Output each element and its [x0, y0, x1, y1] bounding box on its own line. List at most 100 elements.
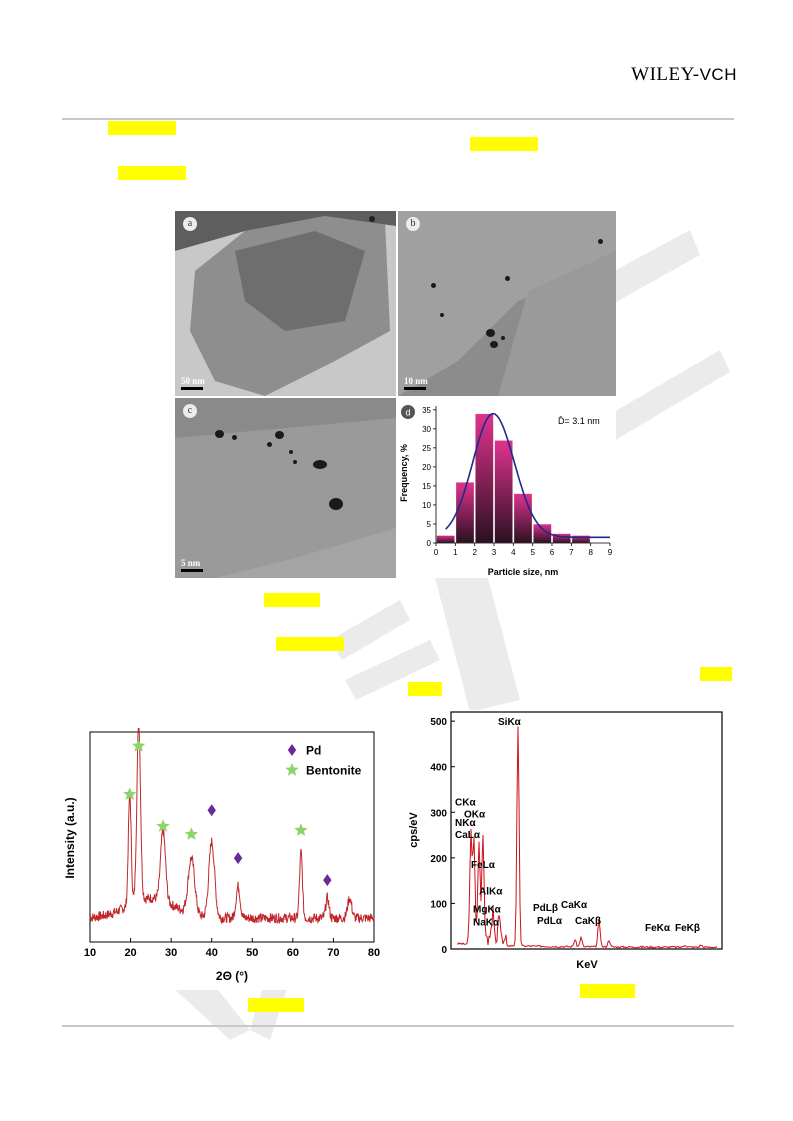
- header-rule: [62, 118, 734, 120]
- pd-marker: [323, 874, 332, 887]
- x-tick-label: 5: [530, 548, 535, 557]
- tem-panel-a: a 50 nm: [175, 211, 396, 396]
- particle-size-histogram: d 0 5 10 15 20 25 30 35 0 1 2 3 4 5 6 7 8 9 D̄= 3.1 nm Pa…: [398, 398, 616, 578]
- pd-marker: [233, 852, 243, 865]
- scale-bar: 10 nm: [404, 376, 428, 390]
- panel-label: a: [183, 217, 197, 231]
- peak-label: OKα: [464, 810, 486, 821]
- eds-x-label: KeV: [576, 959, 598, 971]
- legend-bentonite-icon: [285, 763, 299, 776]
- footer-rule: [62, 1025, 734, 1027]
- legend-label: Pd: [306, 744, 321, 758]
- y-tick-label: 35: [422, 406, 431, 415]
- highlight-mark: [264, 593, 320, 607]
- peak-label: PdLβ: [533, 903, 558, 914]
- x-tick-label: 40: [206, 947, 218, 959]
- xrd-pattern-chart: 10 20 30 40 50 60 70 80 Pd Bentonite 2Θ (°) Inte…: [60, 728, 385, 990]
- bentonite-marker: [184, 827, 199, 840]
- nanoparticle: [289, 450, 293, 454]
- peak-label: CaLα: [455, 830, 481, 841]
- nanoparticle: [267, 442, 272, 447]
- y-tick-label: 0: [427, 539, 432, 548]
- peak-label: FeKα: [645, 923, 671, 934]
- nanoparticle: [293, 460, 297, 464]
- x-tick-label: 6: [550, 548, 555, 557]
- publisher-logo: WILEY-VCH: [631, 64, 737, 85]
- histogram-bar: [474, 413, 494, 544]
- highlight-mark: [470, 137, 538, 151]
- xrd-x-label: 2Θ (°): [216, 969, 248, 983]
- eds-line: [456, 726, 718, 949]
- x-tick-label: 7: [569, 548, 574, 557]
- peak-label: CKα: [455, 797, 476, 808]
- x-tick-label: 50: [246, 947, 258, 959]
- peak-label: MgKα: [473, 905, 502, 916]
- x-tick-label: 0: [434, 548, 439, 557]
- scale-bar: 5 nm: [181, 558, 203, 572]
- histogram-bar: [513, 493, 533, 544]
- nanoparticle: [598, 239, 603, 244]
- legend-pd-icon: [287, 744, 297, 756]
- x-tick-label: 70: [327, 947, 339, 959]
- peak-label: NaKα: [473, 917, 500, 928]
- y-tick-label: 15: [422, 482, 431, 491]
- xrd-y-label: Intensity (a.u.): [63, 797, 77, 878]
- eds-y-label: cps/eV: [408, 812, 420, 848]
- y-tick-label: 400: [430, 763, 447, 774]
- y-tick-label: 0: [441, 945, 447, 956]
- bentonite-marker: [123, 787, 137, 800]
- scale-bar: 50 nm: [181, 376, 205, 390]
- histogram-bar: [494, 439, 514, 544]
- peak-label: NKα: [455, 818, 476, 829]
- highlight-mark: [108, 121, 176, 135]
- x-tick-label: 2: [472, 548, 477, 557]
- x-tick-label: 20: [124, 947, 136, 959]
- x-tick-label: 1: [453, 548, 458, 557]
- panel-label: b: [406, 217, 420, 231]
- x-tick-label: 8: [588, 548, 593, 557]
- bentonite-marker: [294, 823, 308, 836]
- highlight-mark: [580, 984, 635, 998]
- nanoparticle: [275, 431, 284, 439]
- histogram-x-label: Particle size, nm: [488, 567, 559, 577]
- y-tick-label: 10: [422, 501, 431, 510]
- y-tick-label: 500: [430, 717, 447, 728]
- x-tick-label: 9: [608, 548, 613, 557]
- panel-label: d: [405, 408, 410, 418]
- peak-label: FeKβ: [675, 923, 700, 934]
- peak-label: PdLα: [537, 916, 563, 927]
- nanoparticle: [440, 313, 444, 317]
- x-tick-label: 10: [84, 947, 96, 959]
- peak-label: CaKα: [561, 900, 588, 911]
- highlight-mark: [408, 682, 442, 696]
- bentonite-marker: [156, 819, 170, 832]
- highlight-mark: [118, 166, 186, 180]
- y-tick-label: 20: [422, 463, 431, 472]
- bentonite-marker: [132, 739, 146, 752]
- panel-label: c: [183, 404, 197, 418]
- x-tick-label: 3: [492, 548, 497, 557]
- nanoparticle: [505, 276, 510, 281]
- pd-marker: [207, 804, 216, 817]
- fitted-curve: [445, 412, 610, 539]
- peak-label: AlKα: [479, 886, 503, 897]
- y-tick-label: 100: [430, 899, 447, 910]
- peak-label: SiKα: [498, 717, 522, 728]
- histogram-y-label: Frequency, %: [399, 444, 409, 502]
- highlight-mark: [276, 637, 344, 651]
- y-tick-label: 30: [422, 425, 431, 434]
- tem-panel-c: c 5 nm: [175, 398, 396, 578]
- y-tick-label: 25: [422, 444, 431, 453]
- x-tick-label: 80: [368, 947, 380, 959]
- nanoparticle: [215, 430, 224, 438]
- x-tick-label: 30: [165, 947, 177, 959]
- nanoparticle: [329, 498, 343, 510]
- nanoparticle: [501, 336, 505, 340]
- y-tick-label: 5: [427, 520, 432, 529]
- x-tick-label: 4: [511, 548, 516, 557]
- mean-diameter-annotation: D̄= 3.1 nm: [558, 416, 600, 426]
- legend-label: Bentonite: [306, 764, 362, 778]
- peak-label: FeLα: [471, 860, 496, 871]
- y-tick-label: 200: [430, 854, 447, 865]
